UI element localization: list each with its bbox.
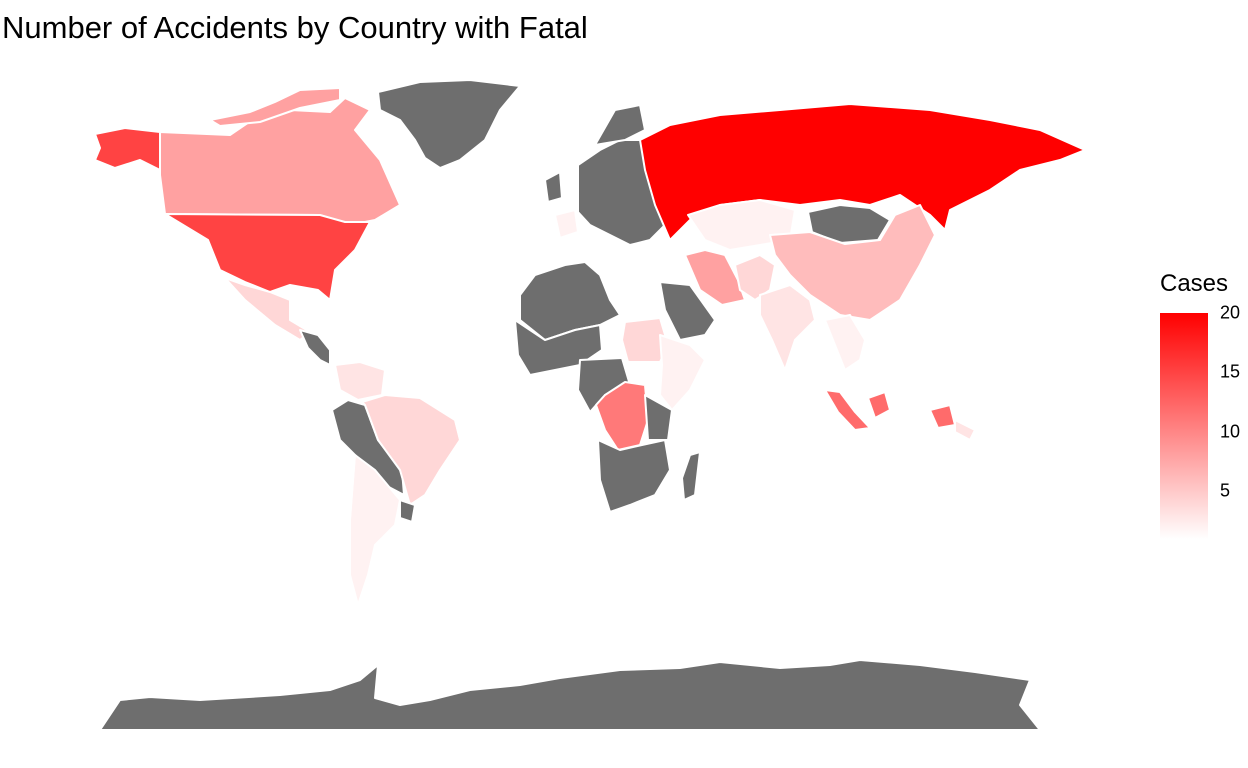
region-scandinavia xyxy=(594,104,646,146)
region-pakistan-afghanistan xyxy=(734,254,776,301)
region-horn-of-africa xyxy=(659,334,706,411)
region-uk xyxy=(544,171,563,203)
region-colombia-venezuela xyxy=(334,361,386,401)
legend-tick-label: 10 xyxy=(1220,421,1241,442)
region-southern-africa xyxy=(597,439,671,513)
legend-tick-label: 15 xyxy=(1220,361,1241,382)
region-central-america xyxy=(299,329,331,366)
legend-tick xyxy=(1208,313,1214,314)
region-western-europe xyxy=(554,209,579,239)
world-map xyxy=(94,79,1086,731)
region-argentina-chile xyxy=(349,454,401,606)
region-alaska xyxy=(94,127,161,171)
legend-tick-label: 20 xyxy=(1220,302,1241,323)
region-mexico xyxy=(224,277,311,341)
legend-tick xyxy=(1208,491,1214,493)
region-antarctica xyxy=(99,659,1041,731)
region-greenland xyxy=(377,79,521,169)
region-north-africa xyxy=(519,261,621,341)
region-arabia xyxy=(659,281,716,341)
region-china xyxy=(769,204,936,321)
region-png xyxy=(954,419,976,441)
legend-title: Cases xyxy=(1160,270,1229,297)
region-sudan xyxy=(621,317,669,363)
region-east-africa xyxy=(644,394,673,441)
legend: Cases 20 15 10 5 xyxy=(1150,270,1246,550)
legend-color-bar xyxy=(1160,313,1208,539)
legend-tick xyxy=(1208,372,1214,374)
region-canada xyxy=(159,97,401,226)
region-india xyxy=(759,284,816,371)
chart-title: Number of Accidents by Country with Fata… xyxy=(2,10,588,45)
legend-tick xyxy=(1208,431,1214,433)
region-indonesia-east xyxy=(929,404,956,429)
region-indonesia-borneo xyxy=(867,391,891,419)
region-arctic-islands xyxy=(209,87,341,127)
region-indonesia-sumatra xyxy=(824,389,871,431)
region-brazil xyxy=(361,394,461,506)
legend-tick-label: 5 xyxy=(1220,480,1231,501)
region-southeast-asia xyxy=(824,314,866,371)
region-usa xyxy=(164,213,371,301)
region-uruguay xyxy=(399,499,416,523)
region-madagascar xyxy=(681,451,701,501)
